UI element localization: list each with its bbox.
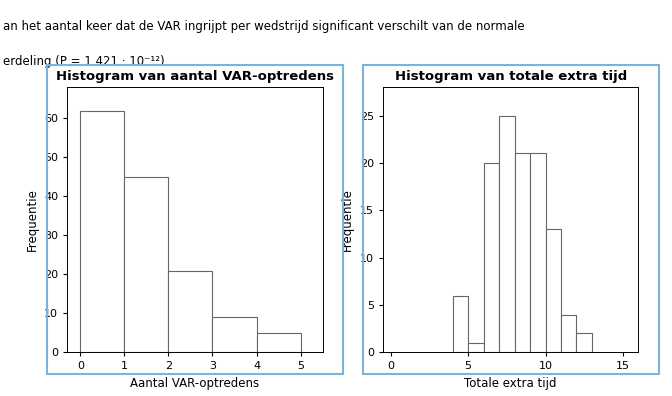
Bar <box>212 317 257 352</box>
Bar <box>169 270 212 352</box>
Bar <box>561 314 577 352</box>
X-axis label: Aantal VAR-optredens: Aantal VAR-optredens <box>130 377 259 390</box>
Y-axis label: Frequentie: Frequentie <box>26 188 38 251</box>
Text: an het aantal keer dat de VAR ingrijpt per wedstrijd significant verschilt van d: an het aantal keer dat de VAR ingrijpt p… <box>3 20 525 33</box>
Y-axis label: Frequentie: Frequentie <box>341 188 354 251</box>
Bar <box>577 333 592 352</box>
Bar <box>124 177 169 352</box>
Bar <box>257 333 300 352</box>
Bar <box>453 295 468 352</box>
X-axis label: Totale extra tijd: Totale extra tijd <box>464 377 557 390</box>
Title: Histogram van aantal VAR-optredens: Histogram van aantal VAR-optredens <box>56 70 334 83</box>
Bar <box>499 116 515 352</box>
Title: Histogram van totale extra tijd: Histogram van totale extra tijd <box>394 70 627 83</box>
Bar <box>468 343 484 352</box>
Bar <box>546 229 561 352</box>
Bar <box>81 110 124 352</box>
Bar <box>484 163 499 352</box>
Text: erdeling (P = 1.421 · 10⁻¹²).: erdeling (P = 1.421 · 10⁻¹²). <box>3 55 169 69</box>
Bar <box>515 154 530 352</box>
Bar <box>530 154 546 352</box>
